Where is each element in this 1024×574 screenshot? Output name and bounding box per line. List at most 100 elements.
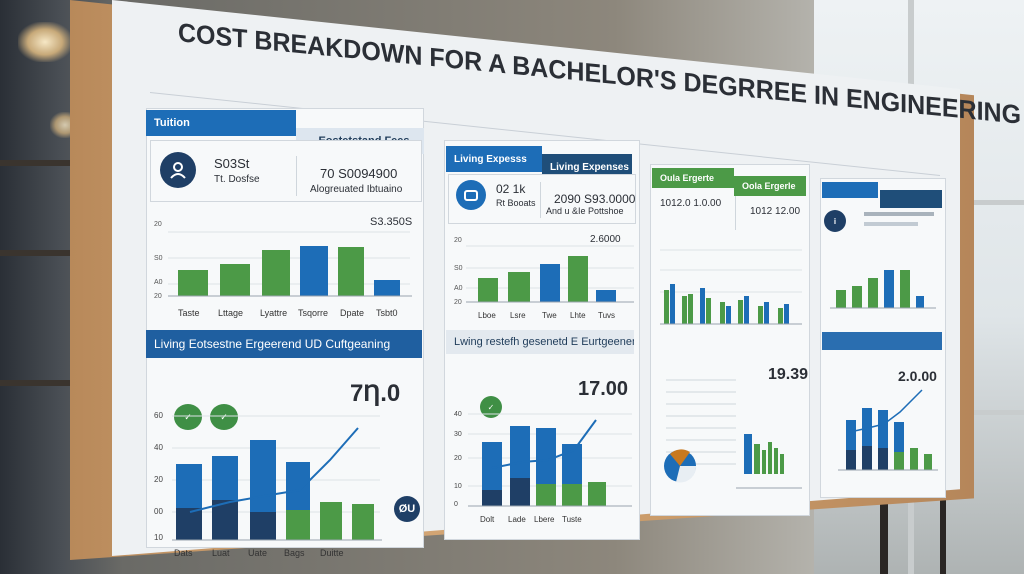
bar: [220, 264, 250, 296]
panel1-banner: Living Eotsestne Ergeerend UD Cuftgeanin…: [146, 330, 422, 358]
panel1-kpi2-value: 70 S0094900: [320, 166, 398, 181]
panel3-mixed-chart: [664, 379, 802, 489]
tick-label: 40: [154, 443, 163, 452]
bar: [738, 300, 743, 324]
bar: [178, 270, 208, 296]
panel3-kpi1-value: 1012.0 1.0.00: [660, 198, 722, 209]
tick-label: A0: [154, 279, 163, 286]
category-label: Dpate: [340, 308, 364, 318]
pie-slice: [670, 449, 690, 466]
background-shelf: [0, 380, 80, 386]
background-shelf: [0, 160, 80, 166]
bar: [846, 420, 856, 470]
trend-line: [189, 427, 359, 513]
bar: [700, 288, 705, 324]
panel1-top-value: S3.350S: [370, 216, 413, 228]
category-label: Dolt: [480, 515, 495, 524]
panel1-kpi1-label: Tt. Dosfse: [214, 174, 260, 185]
tick-label: 20: [454, 237, 462, 244]
bar: [664, 290, 669, 324]
tick-label: 10: [154, 533, 163, 542]
panel2-big-value: 17.00: [578, 378, 629, 400]
bar: [508, 272, 530, 302]
wallet-icon: [456, 180, 486, 210]
panel4-combo-chart: [838, 389, 938, 471]
bar: [780, 454, 784, 474]
bar: [596, 290, 616, 302]
bar-segment: [562, 484, 582, 506]
bar: [768, 442, 772, 474]
category-label: Duitte: [320, 548, 344, 558]
bar: [878, 410, 888, 470]
panel2-combo-chart: 40 30 20 10 0 Dolt Lade Lbere Tuste: [454, 411, 632, 524]
background-shelf: [0, 250, 80, 256]
panel2-kpi2-value: 2090 S93.0000: [554, 192, 636, 206]
category-label: Uate: [248, 548, 267, 558]
badge-icon: ✓: [480, 396, 502, 418]
panel1-big-value: 7Ƞ.0: [350, 380, 401, 407]
bar: [262, 250, 290, 296]
bar-segment: [536, 484, 556, 506]
category-label: Tsbt0: [376, 308, 398, 318]
category-label: Lyattre: [260, 308, 287, 318]
panel2-header-left: Living Expesss: [446, 146, 542, 172]
category-label: Lttage: [218, 308, 243, 318]
bar: [836, 290, 846, 308]
bar-segment: [250, 512, 276, 540]
panel4-header-right: [880, 190, 942, 208]
bar: [868, 278, 878, 308]
bar: [352, 504, 374, 540]
panel4-header-left: [822, 182, 878, 198]
tick-label: 20: [154, 475, 163, 484]
panel2-kpi1-label: Rt Booats: [496, 198, 536, 208]
tick-label: 00: [154, 507, 163, 516]
bar: [900, 270, 910, 308]
bar: [720, 302, 725, 324]
bar: [744, 434, 752, 474]
panel2-banner: Lwing restefh gesenetd E Eurtgeenent: [446, 330, 634, 354]
category-label: Dats: [174, 548, 193, 558]
bar: [478, 278, 498, 302]
category-label: Twe: [542, 311, 557, 320]
panel3-bar-chart: [660, 249, 802, 325]
panel1-header-left: Tuition: [146, 110, 296, 136]
panel2-kpi1-value: 02 1k: [496, 182, 526, 196]
category-label: Tuvs: [598, 311, 615, 320]
tick-label: 10: [454, 483, 462, 490]
bar: [764, 302, 769, 324]
panel1-kpi1-value: S03St: [214, 156, 250, 171]
bar: [924, 454, 932, 470]
panel1-kpi-divider: [296, 156, 297, 196]
bar-segment: [846, 450, 856, 470]
panel4-banner: [822, 332, 942, 350]
tick-label: 20: [154, 293, 162, 300]
easel-leg: [940, 490, 946, 574]
category-label: Lbere: [534, 515, 555, 524]
bar: [568, 256, 588, 302]
panel1-combo-chart: 60 40 20 00 10 Dats Luat Uate Bags Duitt…: [154, 411, 382, 558]
panel4-big-value: 2.0.00: [898, 368, 937, 384]
bar: [916, 296, 924, 308]
bar-segment: [894, 452, 904, 470]
trend-line: [849, 389, 923, 433]
placeholder-line: [864, 222, 918, 226]
tick-label: 40: [454, 411, 462, 418]
category-label: Bags: [284, 548, 305, 558]
bar-segment: [878, 448, 888, 470]
tick-label: 20: [454, 455, 462, 462]
trend-line: [491, 419, 597, 469]
bar: [320, 502, 342, 540]
category-label: Taste: [178, 308, 200, 318]
bar: [374, 280, 400, 296]
bar-segment: [510, 478, 530, 506]
category-label: Luat: [212, 548, 230, 558]
panel1-badge-right: ØU: [394, 496, 420, 522]
panel2-top-value: 2.6000: [590, 234, 621, 245]
panel2-kpi-divider: [540, 182, 541, 218]
panel1-kpi2-label: Alogreuated Ibtuaino: [310, 184, 403, 195]
bar-segment: [212, 500, 238, 540]
category-label: Tuste: [562, 515, 582, 524]
badge-icon: ✓: [210, 404, 238, 430]
placeholder-line: [864, 212, 934, 216]
tick-label: 20: [154, 221, 162, 228]
